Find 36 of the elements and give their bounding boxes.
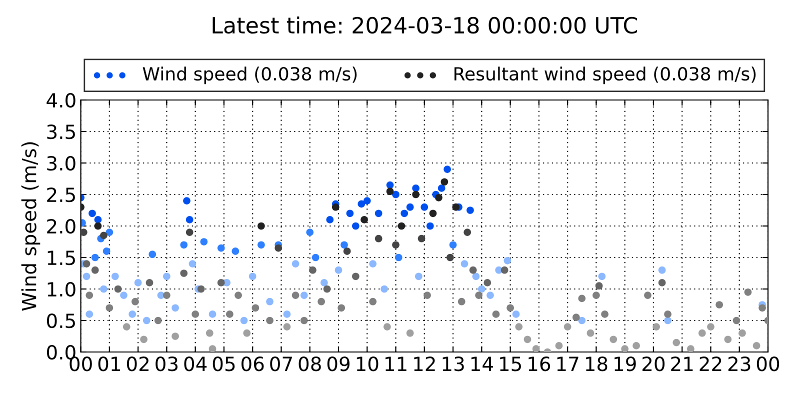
y-tick-label: 3.5 — [47, 124, 75, 140]
x-tick-label: 06 — [242, 356, 264, 372]
x-tick-label: 13 — [442, 356, 464, 372]
legend-label: Resultant wind speed (0.038 m/s) — [454, 66, 756, 84]
y-tick-label: 0.5 — [46, 313, 75, 328]
x-tick-label: 00 — [756, 356, 780, 372]
x-tick-label: 17 — [557, 356, 578, 371]
x-tick-label: 14 — [471, 356, 493, 371]
x-tick-label: 07 — [270, 356, 292, 372]
x-tick-label: 18 — [586, 356, 608, 372]
y-tick-label: 2.5 — [47, 187, 75, 202]
x-tick-label: 04 — [184, 356, 207, 372]
x-tick-label: 02 — [126, 356, 148, 372]
x-tick-label: 11 — [386, 356, 406, 371]
y-tick-label: 2.0 — [47, 218, 76, 234]
x-tick-label: 05 — [212, 356, 235, 372]
legend-label: Wind speed (0.038 m/s) — [142, 66, 357, 84]
x-tick-label: 16 — [528, 356, 550, 372]
x-tick-label: 09 — [327, 356, 350, 372]
y-tick-label: 4.0 — [46, 92, 76, 108]
x-tick-label: 12 — [414, 356, 435, 371]
x-tick-label: 08 — [298, 356, 321, 372]
x-tick-label: 23 — [728, 356, 750, 372]
x-tick-label: 10 — [356, 356, 378, 372]
x-tick-label: 22 — [700, 356, 722, 371]
x-tick-label: 21 — [671, 356, 693, 371]
x-tick-label: 03 — [156, 356, 178, 372]
y-axis-title: Wind speed (m/s) — [21, 142, 40, 311]
y-tick-label: 3.0 — [47, 156, 76, 171]
x-tick-label: 19 — [614, 356, 636, 372]
chart-title: Latest time: 2024-03-18 00:00:00 UTC — [212, 16, 638, 34]
y-tick-label: 1.5 — [48, 250, 75, 266]
y-tick-label: 1.0 — [48, 282, 76, 297]
x-tick-label: 01 — [98, 356, 120, 372]
x-tick-label: 20 — [642, 356, 665, 372]
x-tick-label: 15 — [500, 356, 521, 372]
